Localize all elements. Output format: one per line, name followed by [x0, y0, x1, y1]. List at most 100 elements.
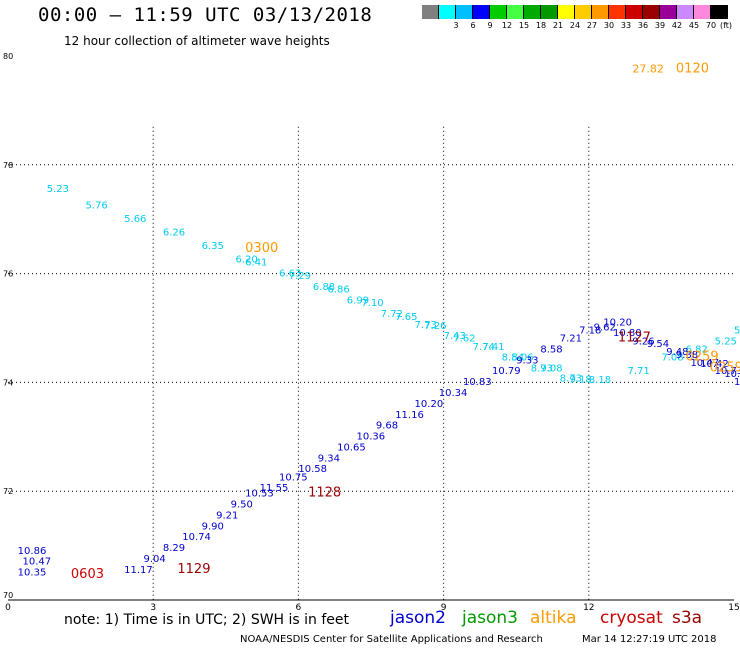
x-tick-label: 3: [150, 603, 156, 613]
chart-subtitle: 12 hour collection of altimeter wave hei…: [64, 34, 330, 48]
data-point-label: 8.73: [531, 364, 553, 375]
data-point-label: 10.74: [182, 532, 211, 543]
satellite-legend-item: altika: [530, 608, 577, 628]
data-point-label: 10.47: [690, 358, 719, 369]
pass-time-label: 1129: [177, 562, 210, 577]
data-point-label: 10.79: [492, 366, 521, 377]
data-point-label: 9.90: [202, 521, 224, 532]
data-point-label: 8.73: [560, 373, 582, 384]
data-point-label: 10.20: [603, 317, 632, 328]
color-bin-label: 24: [569, 21, 581, 30]
data-point-label: 9.50: [231, 500, 253, 511]
data-point-label: 10.83: [463, 377, 492, 388]
data-point-label: 27.82: [632, 62, 664, 75]
data-point-label: 5.23: [47, 184, 69, 195]
data-point-label: 10.86: [18, 546, 47, 557]
data-point-label: 6.35: [202, 241, 224, 252]
data-point-label: 7.21: [560, 334, 582, 345]
y-tick-label: 78: [3, 161, 13, 170]
color-bin-label: 6: [470, 21, 476, 30]
data-point-label: 10.20: [415, 399, 444, 410]
pass-time-label: 0603: [71, 567, 104, 582]
data-point-label: 10.36: [356, 432, 385, 443]
pass-time-label: 0259: [686, 350, 719, 365]
pass-time-label: 1128: [308, 486, 341, 501]
color-bin: [592, 5, 609, 19]
data-point-label: 10.34: [439, 388, 468, 399]
data-point-label: 9.08: [540, 364, 562, 375]
data-point-label: 10.58: [298, 464, 327, 475]
y-tick-label: 80: [3, 52, 13, 61]
data-point-label: 6.82: [686, 344, 708, 355]
color-bin-label: 42: [671, 21, 683, 30]
data-point-label: 7.29: [289, 271, 311, 282]
satellite-legend-item: jason3: [462, 608, 518, 628]
data-point-label: 7.74: [473, 342, 495, 353]
data-point-label: 5.76: [85, 200, 107, 211]
color-bin-label: 18: [535, 21, 547, 30]
data-point-label: 10.35: [18, 568, 47, 579]
data-point-label: 9.33: [516, 355, 538, 366]
credit-line: NOAA/NESDIS Center for Satellite Applica…: [240, 634, 543, 645]
x-tick-label: 0: [5, 603, 11, 613]
color-scale-unit: (ft): [719, 21, 733, 30]
data-point-label: 6.20: [235, 255, 257, 266]
data-point-label: 9.26: [632, 336, 654, 347]
color-bin-label: 70: [705, 21, 717, 30]
color-bin: [541, 5, 558, 19]
data-point-label: 5.: [734, 325, 740, 336]
data-point-label: 7.26: [424, 321, 446, 332]
data-point-label: 11.16: [395, 410, 424, 421]
color-bin-label: 36: [637, 21, 649, 30]
y-tick-label: 72: [3, 487, 13, 496]
color-bin: [643, 5, 660, 19]
data-point-label: 6.88: [313, 282, 335, 293]
data-point-label: 6.86: [327, 285, 349, 296]
color-bin: [490, 5, 507, 19]
color-bin: [473, 5, 490, 19]
data-point-label: 8.06: [511, 353, 533, 364]
data-point-label: 5.66: [124, 214, 146, 225]
data-point-label: 6.41: [245, 257, 267, 268]
data-point-label: 9.04: [144, 554, 166, 565]
color-bin: [558, 5, 575, 19]
chart-title: 00:00 – 11:59 UTC 03/13/2018: [38, 4, 373, 26]
y-tick-label: 76: [3, 270, 13, 279]
footer-note: note: 1) Time is in UTC; 2) SWH is in fe…: [64, 612, 350, 628]
data-point-label: 11.17: [124, 565, 153, 576]
color-bin: [694, 5, 711, 19]
data-point-label: 10.73: [715, 366, 740, 377]
color-bin: [711, 5, 728, 19]
data-point-label: 7.08: [661, 353, 683, 364]
color-bin-label: 15: [518, 21, 530, 30]
color-bin: [609, 5, 626, 19]
data-point-label: 9.48: [666, 347, 688, 358]
data-point-label: 6.63: [279, 268, 301, 279]
color-bin: [677, 5, 694, 19]
data-point-label: 10.53: [245, 489, 274, 500]
data-point-label: 9.38: [676, 350, 698, 361]
pass-time-label: 1127: [618, 331, 651, 346]
data-point-label: 10.75: [279, 472, 308, 483]
color-bin: [507, 5, 524, 19]
data-point-label: 9.21: [216, 510, 238, 521]
data-point-label: 10.47: [23, 557, 52, 568]
x-tick-label: 6: [296, 603, 302, 613]
data-point-label: 7.72: [381, 309, 403, 320]
data-point-label: 10.80: [613, 328, 642, 339]
satellite-legend-item: s3a: [672, 608, 703, 628]
color-bin-label: 39: [654, 21, 666, 30]
color-bin-label: 3: [453, 21, 459, 30]
data-point-label: 9.18: [569, 374, 591, 385]
color-bin: [524, 5, 541, 19]
data-point-label: 7.62: [453, 334, 475, 345]
data-point-label: 9.68: [376, 421, 398, 432]
x-tick-label: 12: [583, 603, 594, 613]
color-bin-label: 21: [552, 21, 564, 30]
color-bin-label: 27: [586, 21, 598, 30]
data-point-label: 7.65: [395, 312, 417, 323]
x-tick-label: 15: [728, 603, 739, 613]
data-point-label: 6.99: [347, 296, 369, 307]
